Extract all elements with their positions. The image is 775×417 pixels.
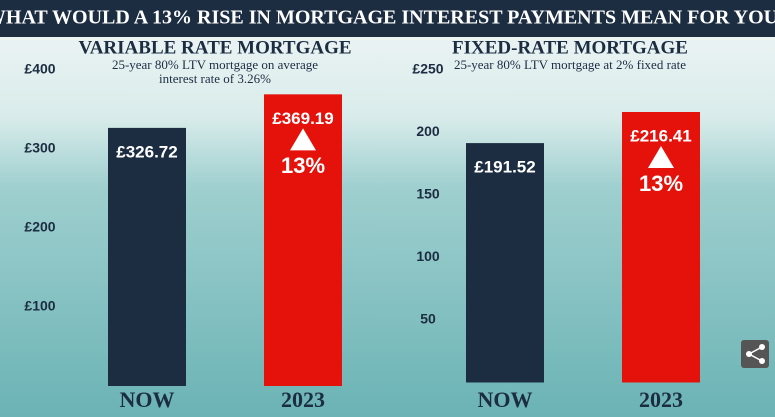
increase-arrow bbox=[648, 145, 674, 168]
value-label: £191.52 bbox=[474, 158, 535, 177]
increase-arrow bbox=[290, 128, 316, 151]
annotation: 13% bbox=[281, 153, 325, 178]
y-tick-label: £200 bbox=[24, 219, 55, 235]
chart-subtitle: 25-year 80% LTV mortgage on average inte… bbox=[111, 57, 319, 86]
x-tick-label: NOW bbox=[478, 387, 533, 412]
value-label: £216.41 bbox=[630, 126, 691, 145]
y-tick-label: 150 bbox=[416, 186, 440, 202]
chart-title: FIXED-RATE MORTGAGE bbox=[452, 37, 688, 58]
annotation: 13% bbox=[639, 171, 683, 196]
y-tick-label: 200 bbox=[416, 123, 440, 139]
share-button[interactable] bbox=[741, 340, 769, 368]
value-label: £369.19 bbox=[272, 109, 333, 128]
title-bar bbox=[0, 0, 775, 37]
bar bbox=[466, 143, 544, 383]
x-tick-label: NOW bbox=[120, 387, 175, 412]
y-tick-label: £300 bbox=[24, 140, 55, 156]
x-tick-label: 2023 bbox=[639, 387, 683, 412]
y-tick-label: 50 bbox=[420, 311, 436, 327]
y-tick-label: £250 bbox=[412, 61, 443, 77]
y-tick-label: £400 bbox=[24, 61, 55, 77]
chart-title: VARIABLE RATE MORTGAGE bbox=[78, 37, 351, 58]
bar bbox=[108, 127, 186, 386]
y-tick-label: 100 bbox=[416, 248, 440, 264]
chart-subtitle: 25-year 80% LTV mortgage at 2% fixed rat… bbox=[453, 57, 687, 72]
share-lines bbox=[747, 346, 763, 362]
y-tick-label: £100 bbox=[24, 298, 55, 314]
x-tick-label: 2023 bbox=[281, 387, 325, 412]
page-title: WHAT WOULD A 13% RISE IN MORTGAGE INTERE… bbox=[0, 7, 775, 29]
share-bg[interactable] bbox=[741, 340, 769, 368]
value-label: £326.72 bbox=[116, 142, 177, 161]
